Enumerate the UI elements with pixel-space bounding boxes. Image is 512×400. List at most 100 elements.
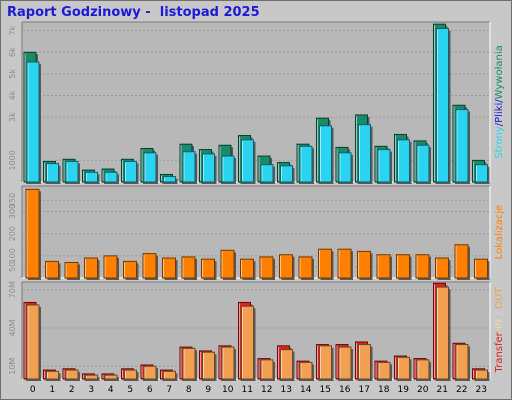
bar-front	[46, 163, 61, 184]
bar-front	[416, 144, 431, 184]
side-series-label: Strony/Pliki/Wywołania	[494, 45, 505, 159]
bar	[396, 254, 412, 280]
bar-body	[142, 253, 157, 279]
bar-front	[397, 139, 412, 184]
side-label-part: Wywołania	[494, 45, 505, 99]
bar-body	[455, 109, 469, 183]
side-label-part: /	[494, 122, 505, 126]
bar-body	[454, 244, 469, 279]
x-tick-label: 12	[261, 385, 272, 395]
side-series-label: Transfer IN / OUT	[494, 287, 505, 374]
bar-front	[182, 151, 197, 184]
bar-body	[124, 160, 137, 183]
bar-body	[163, 176, 176, 183]
bar	[474, 258, 490, 280]
bar-body	[65, 160, 79, 183]
x-tick-label: 11	[242, 385, 253, 395]
bar-front	[299, 145, 314, 184]
bar	[103, 255, 119, 280]
x-tick-label: 2	[69, 385, 75, 395]
bar-front	[338, 346, 353, 381]
bar-body	[397, 139, 410, 183]
bar-body	[123, 260, 137, 279]
bar	[376, 254, 392, 280]
bar-front	[280, 349, 295, 381]
bar-front	[65, 369, 80, 381]
bar-body	[260, 164, 274, 183]
bar-body	[397, 356, 410, 380]
y-tick-label: 1000	[8, 150, 17, 170]
bar-front	[221, 155, 236, 184]
bar-body	[221, 155, 235, 183]
bar-body	[280, 349, 293, 380]
bar	[123, 260, 139, 280]
side-label-part: IN	[494, 319, 505, 333]
bar-body	[104, 171, 118, 183]
bar-body	[436, 27, 449, 183]
y-tick-label: 50	[8, 262, 17, 272]
bar-body	[377, 149, 391, 183]
bar-body	[357, 250, 371, 279]
bar-front	[182, 347, 197, 381]
side-label-part: /	[494, 99, 505, 103]
bar	[201, 258, 217, 280]
bar-front	[143, 365, 158, 381]
bar-body	[181, 256, 196, 279]
bar-body	[260, 359, 274, 380]
bar-body	[358, 344, 371, 380]
bar-body	[337, 248, 352, 279]
x-tick-label: 6	[147, 385, 153, 395]
bar-front	[358, 124, 373, 184]
plot-area	[22, 186, 490, 278]
bar-front	[26, 61, 41, 184]
bar	[162, 257, 178, 280]
x-tick-label: 4	[108, 385, 114, 395]
y-tick-label: 6k	[8, 47, 17, 57]
bar-body	[279, 254, 293, 279]
x-tick-label: 7	[166, 385, 172, 395]
bar-front	[338, 152, 353, 184]
bar-front	[221, 346, 236, 381]
bar-body	[318, 248, 332, 279]
bar-front	[436, 286, 451, 381]
bar-body	[299, 145, 313, 183]
side-label-part: Strony	[494, 126, 505, 159]
bar-front	[163, 370, 178, 381]
plot-area	[22, 22, 490, 182]
x-tick-label: 22	[456, 385, 467, 395]
bar-body	[319, 345, 332, 380]
bar-front	[104, 374, 119, 381]
bar-front	[475, 164, 490, 184]
bar-body	[474, 258, 488, 279]
bar-front	[299, 361, 314, 381]
bar-body	[85, 171, 98, 183]
bar-body	[45, 260, 59, 279]
x-tick-label: 0	[30, 385, 36, 395]
bar-body	[163, 370, 176, 380]
bar	[337, 248, 353, 280]
bar-body	[220, 249, 235, 279]
bar-front	[377, 361, 392, 381]
bar-front	[319, 125, 334, 184]
bar-body	[182, 151, 196, 183]
bar	[181, 256, 197, 280]
side-label-part: Transfer	[494, 331, 505, 373]
bar-front	[358, 344, 373, 381]
side-label-part: /	[494, 309, 505, 319]
bar-body	[280, 165, 293, 183]
y-tick-label: 3k	[8, 112, 17, 122]
bar-body	[455, 344, 469, 380]
y-tick-label: 5k	[8, 69, 17, 79]
bar-front	[124, 160, 139, 184]
bar-body	[65, 369, 79, 380]
y-tick-label: 10M	[8, 358, 17, 375]
bar	[435, 257, 451, 280]
bar-front	[455, 109, 470, 184]
bar-body	[201, 258, 215, 279]
bar	[84, 257, 100, 280]
bar-front	[436, 27, 451, 185]
bar-body	[396, 254, 410, 279]
x-tick-label: 18	[378, 385, 390, 395]
